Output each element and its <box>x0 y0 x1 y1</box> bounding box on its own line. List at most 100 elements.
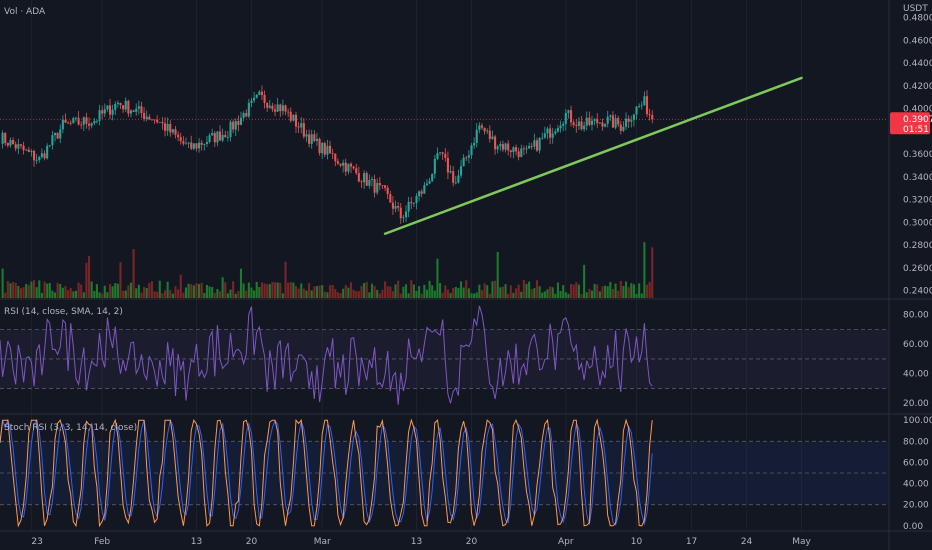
candle-body <box>585 117 588 126</box>
candle-body <box>590 120 594 125</box>
volume-bar <box>585 292 588 298</box>
volume-bar <box>218 291 222 298</box>
candle-body <box>274 109 277 112</box>
candle-body <box>344 162 347 172</box>
candle-body <box>171 129 174 133</box>
price-axis-tick: 0.4200 <box>903 82 932 92</box>
volume-bar <box>19 288 22 298</box>
volume-bar <box>357 291 360 298</box>
volume-bar <box>161 293 164 298</box>
candle-body <box>593 118 596 121</box>
candle-body <box>250 100 253 103</box>
candle-body <box>645 96 649 115</box>
volume-bar <box>525 283 528 298</box>
stoch-axis-tick: 40.00 <box>903 480 929 490</box>
candle-body <box>77 117 80 125</box>
volume-bar <box>169 290 172 298</box>
volume-bar <box>122 290 125 298</box>
candle-body <box>232 121 235 130</box>
volume-bar <box>106 292 109 298</box>
volume-bar <box>378 293 381 298</box>
volume-bar <box>198 284 201 298</box>
candle-body <box>85 117 88 124</box>
candle-body <box>648 114 651 115</box>
candle-body <box>494 136 497 150</box>
candle-body <box>504 143 507 150</box>
volume-bar <box>418 286 421 298</box>
volume-bar <box>533 288 536 298</box>
volume-bar <box>344 285 347 298</box>
time-axis-tick: 23 <box>31 537 42 547</box>
volume-bar <box>467 288 470 298</box>
volume-bar <box>145 288 148 298</box>
volume-bar <box>635 293 638 298</box>
volume-bar <box>556 282 559 298</box>
candle-body <box>17 144 20 149</box>
candle-body <box>53 132 57 136</box>
candle-body <box>467 155 470 158</box>
volume-bar <box>245 290 248 298</box>
candle-body <box>391 202 394 209</box>
rsi-line <box>0 305 653 405</box>
volume-bar <box>156 291 159 298</box>
candle-body <box>260 91 263 95</box>
volume-bar <box>17 285 20 298</box>
volume-bar <box>394 284 397 298</box>
candle-body <box>355 168 358 174</box>
volume-bar <box>410 280 413 298</box>
volume-bar <box>234 293 237 298</box>
volume-bar <box>507 293 510 298</box>
candle-body <box>281 105 284 112</box>
volume-bar <box>627 287 630 298</box>
volume-bar <box>535 280 539 298</box>
candle-body <box>397 205 400 208</box>
volume-bar <box>622 286 625 298</box>
volume-bar <box>221 277 224 298</box>
candle-body <box>402 217 405 219</box>
price-axis-tick: 0.2600 <box>903 264 932 274</box>
candle-body <box>119 102 122 106</box>
volume-bar <box>640 293 643 298</box>
stoch-d-line <box>0 418 653 526</box>
volume-bar <box>279 282 282 298</box>
volume-bar <box>575 282 578 298</box>
volume-bar <box>347 287 350 298</box>
candle-body <box>606 116 609 124</box>
volume-bar <box>570 283 573 298</box>
volume-bar <box>69 287 72 298</box>
candle-body <box>331 153 334 155</box>
candle-body <box>35 160 38 161</box>
volume-bar <box>412 284 415 298</box>
bar-countdown: 01:51 <box>903 125 929 135</box>
volume-bar <box>253 290 256 298</box>
candle-body <box>56 132 59 139</box>
volume-bar <box>98 292 101 298</box>
candle-body <box>221 134 224 141</box>
volume-bar <box>577 284 580 298</box>
candle-body <box>614 118 617 128</box>
last-price-value: 0.3907 <box>903 115 932 125</box>
volume-bar <box>407 293 410 298</box>
volume-bar <box>431 285 434 298</box>
volume-bar <box>399 293 402 298</box>
candle-body <box>323 142 326 155</box>
candle-body <box>386 187 389 195</box>
candle-body <box>370 179 374 181</box>
candle-body <box>114 104 117 110</box>
volume-bar <box>38 280 41 298</box>
candle-body <box>533 140 536 147</box>
candle-body <box>473 142 476 146</box>
volume-bar <box>611 288 614 298</box>
candle-body <box>271 105 274 110</box>
candle-body <box>559 125 562 129</box>
volume-bar <box>1 268 4 298</box>
volume-bar <box>514 288 518 298</box>
volume-bar <box>632 284 635 298</box>
volume-bar <box>473 293 476 298</box>
candle-body <box>567 110 570 113</box>
candle-body <box>352 166 355 169</box>
candle-body <box>9 140 12 146</box>
candle-body <box>90 123 93 126</box>
volume-bar <box>604 285 607 298</box>
volume-bar <box>638 283 641 298</box>
